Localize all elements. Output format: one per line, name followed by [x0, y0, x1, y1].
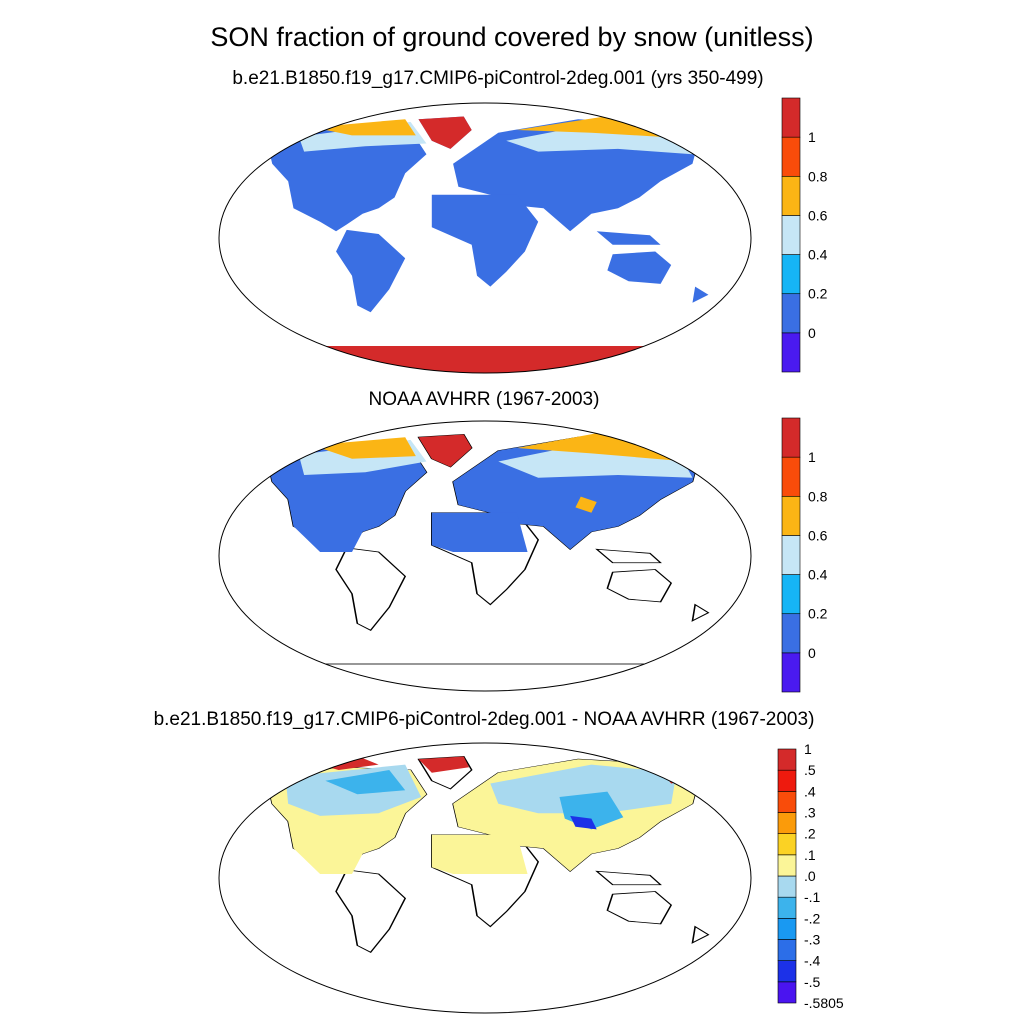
colorbar-label: .4 — [804, 783, 816, 799]
colorbar-label: 0.8 — [808, 488, 828, 504]
colorbar-model: 0 0.2 0.4 0.6 0.8 1 — [781, 97, 828, 373]
colorbar-swatch — [777, 769, 797, 792]
colorbar-label: 0.6 — [808, 527, 828, 543]
panel2-subtitle: NOAA AVHRR (1967-2003) — [368, 389, 600, 410]
main-title: SON fraction of ground covered by snow (… — [210, 22, 814, 52]
colorbar-swatch — [781, 417, 801, 458]
colorbar-label: 0.8 — [808, 168, 828, 184]
colorbar-swatch — [781, 97, 801, 138]
colorbar-label: .5 — [804, 762, 816, 778]
colorbar-swatch — [781, 136, 801, 177]
colorbar-label: .0 — [804, 868, 816, 884]
colorbar-obs: 0 0.2 0.4 0.6 0.8 1 — [781, 417, 828, 693]
colorbar-swatch — [781, 456, 801, 497]
colorbar-swatch — [781, 293, 801, 334]
colorbar-swatch — [777, 812, 797, 834]
map-panel-obs — [219, 432, 751, 691]
colorbar-label: -.4 — [804, 953, 821, 969]
colorbar-label: .1 — [804, 847, 816, 863]
colorbar-label: .2 — [804, 826, 816, 842]
map-border-diff — [218, 742, 752, 1014]
colorbar-swatch — [777, 833, 797, 856]
colorbar-swatch — [781, 613, 801, 654]
colorbar-label: -.5 — [804, 974, 821, 990]
panel3-subtitle: b.e21.B1850.f19_g17.CMIP6-piControl-2deg… — [153, 709, 815, 730]
colorbar-label: 0.4 — [808, 247, 828, 263]
colorbar-swatch — [777, 854, 797, 877]
colorbar-label: -.2 — [804, 910, 821, 926]
colorbar-label: 1 — [804, 741, 812, 757]
colorbar-label: 0.6 — [808, 207, 828, 223]
colorbar-swatch — [777, 960, 797, 983]
colorbar-label: 0.2 — [808, 606, 828, 622]
colorbar-label: 0 — [808, 325, 816, 341]
colorbar-label: 0 — [808, 645, 816, 661]
colorbar-swatch — [777, 791, 797, 813]
colorbar-label: .3 — [804, 805, 816, 821]
colorbar-swatch — [777, 939, 797, 961]
colorbar-label: -.3 — [804, 932, 821, 948]
colorbar-label: 1 — [808, 449, 816, 465]
map-border-obs — [218, 420, 752, 692]
colorbar-swatch — [781, 535, 801, 575]
colorbar-swatch — [781, 332, 801, 373]
colorbar-label: 1 — [808, 129, 816, 145]
colorbar-label: -.5805 — [804, 995, 844, 1011]
colorbar-label: -.1 — [804, 889, 821, 905]
colorbar-label: 0.2 — [808, 286, 828, 302]
colorbar-swatch — [781, 254, 801, 295]
colorbar-swatch — [777, 981, 797, 1004]
colorbar-swatch — [781, 574, 801, 615]
colorbar-swatch — [777, 748, 797, 771]
colorbar-diff: -.5805 -.5 -.4 -.3 -.2 -.1 .0 .1 .2 .3 .4 .5 1 — [777, 741, 844, 1011]
colorbar-swatch — [777, 896, 797, 919]
panel1-subtitle: b.e21.B1850.f19_g17.CMIP6-piControl-2deg… — [232, 68, 764, 89]
map-panel-model — [219, 116, 751, 373]
map-panel-diff — [267, 754, 709, 952]
colorbar-swatch — [781, 215, 801, 255]
map-border-model — [218, 102, 752, 374]
colorbar-swatch — [777, 875, 797, 898]
colorbar-swatch — [781, 175, 801, 216]
colorbar-label: 0.4 — [808, 567, 828, 583]
colorbar-swatch — [781, 495, 801, 536]
colorbar-swatch — [781, 652, 801, 693]
colorbar-swatch — [777, 918, 797, 940]
